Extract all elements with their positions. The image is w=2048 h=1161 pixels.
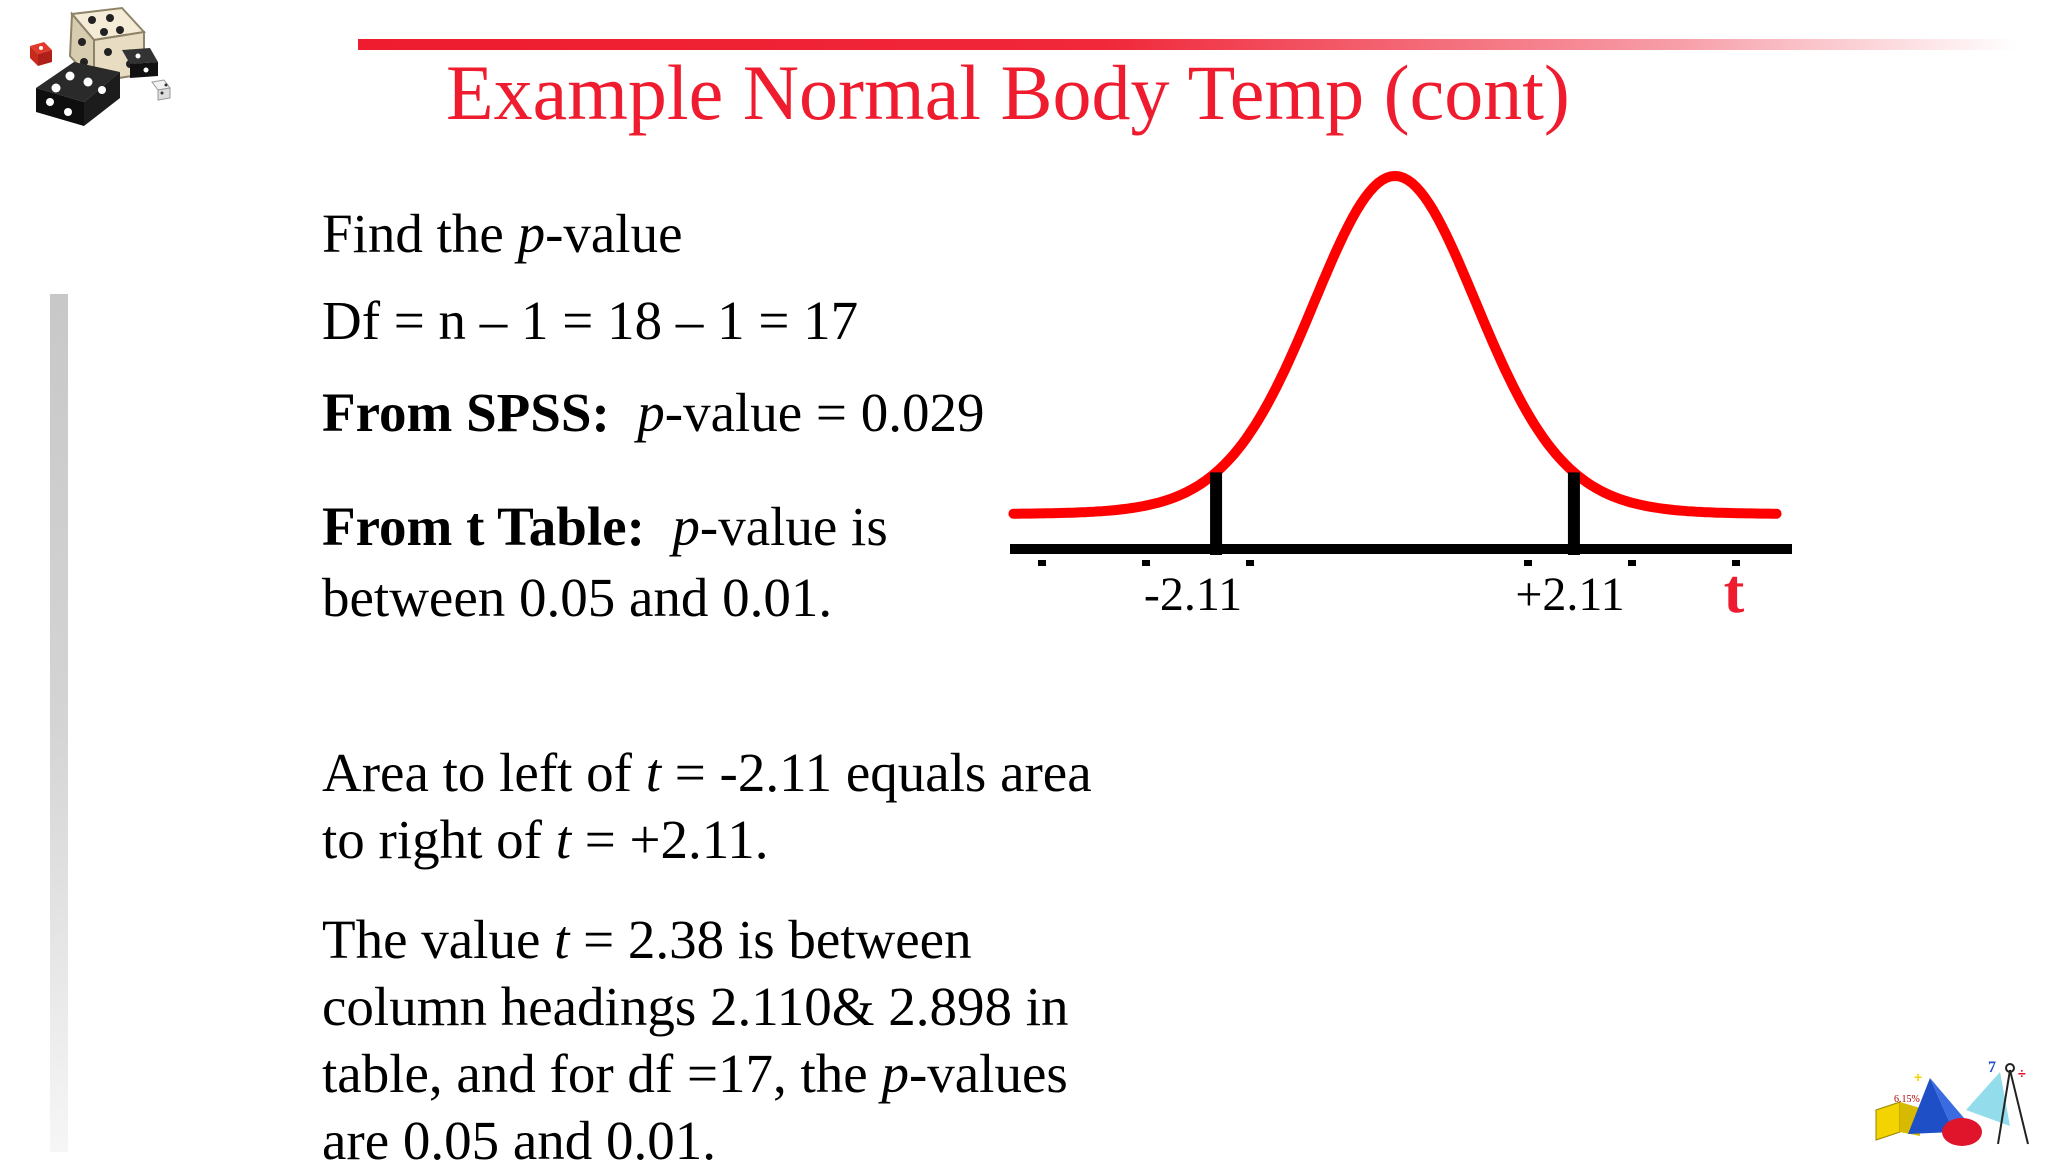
t-distribution-curve (1008, 171, 1782, 519)
ttable-paragraph: From t Table: p-value is between 0.05 an… (322, 496, 888, 628)
tick-label-left: -2.11 (1144, 568, 1242, 621)
svg-text:6.15%: 6.15% (1894, 1094, 1920, 1105)
t-axis-label: t (1724, 558, 1745, 626)
axis-tick-mark (1732, 560, 1740, 566)
df-line: Df = n – 1 = 18 – 1 = 17 (322, 290, 859, 351)
area-paragraph: Area to left of t = -2.11 equals area to… (322, 742, 1092, 870)
svg-text:7: 7 (1988, 1059, 1996, 1076)
title-accent-rule (358, 39, 2018, 50)
find-pvalue-line: Find the p-value (322, 203, 683, 264)
svg-text:÷: ÷ (2018, 1065, 2026, 1081)
svg-text:+: + (1914, 1069, 1922, 1085)
math-shapes-logo-icon: 6.15% 7 ÷ + (1875, 1059, 2029, 1146)
axis-tick-mark (1142, 560, 1150, 566)
dice-logo-icon (30, 6, 171, 126)
axis-tick-mark (1038, 560, 1046, 566)
spss-line: From SPSS: p-value = 0.029 (322, 382, 985, 443)
side-decoration-bar (50, 294, 68, 1152)
tick-label-right: +2.11 (1515, 568, 1624, 621)
slide-title: Example Normal Body Temp (cont) (446, 49, 1570, 136)
value-paragraph: The value t = 2.38 is between column hea… (322, 909, 1069, 1161)
axis-minor-ticks (1038, 560, 1740, 566)
axis-tick-mark (1628, 560, 1636, 566)
axis-tick-mark (1524, 560, 1532, 566)
axis-tick-mark (1246, 560, 1254, 566)
